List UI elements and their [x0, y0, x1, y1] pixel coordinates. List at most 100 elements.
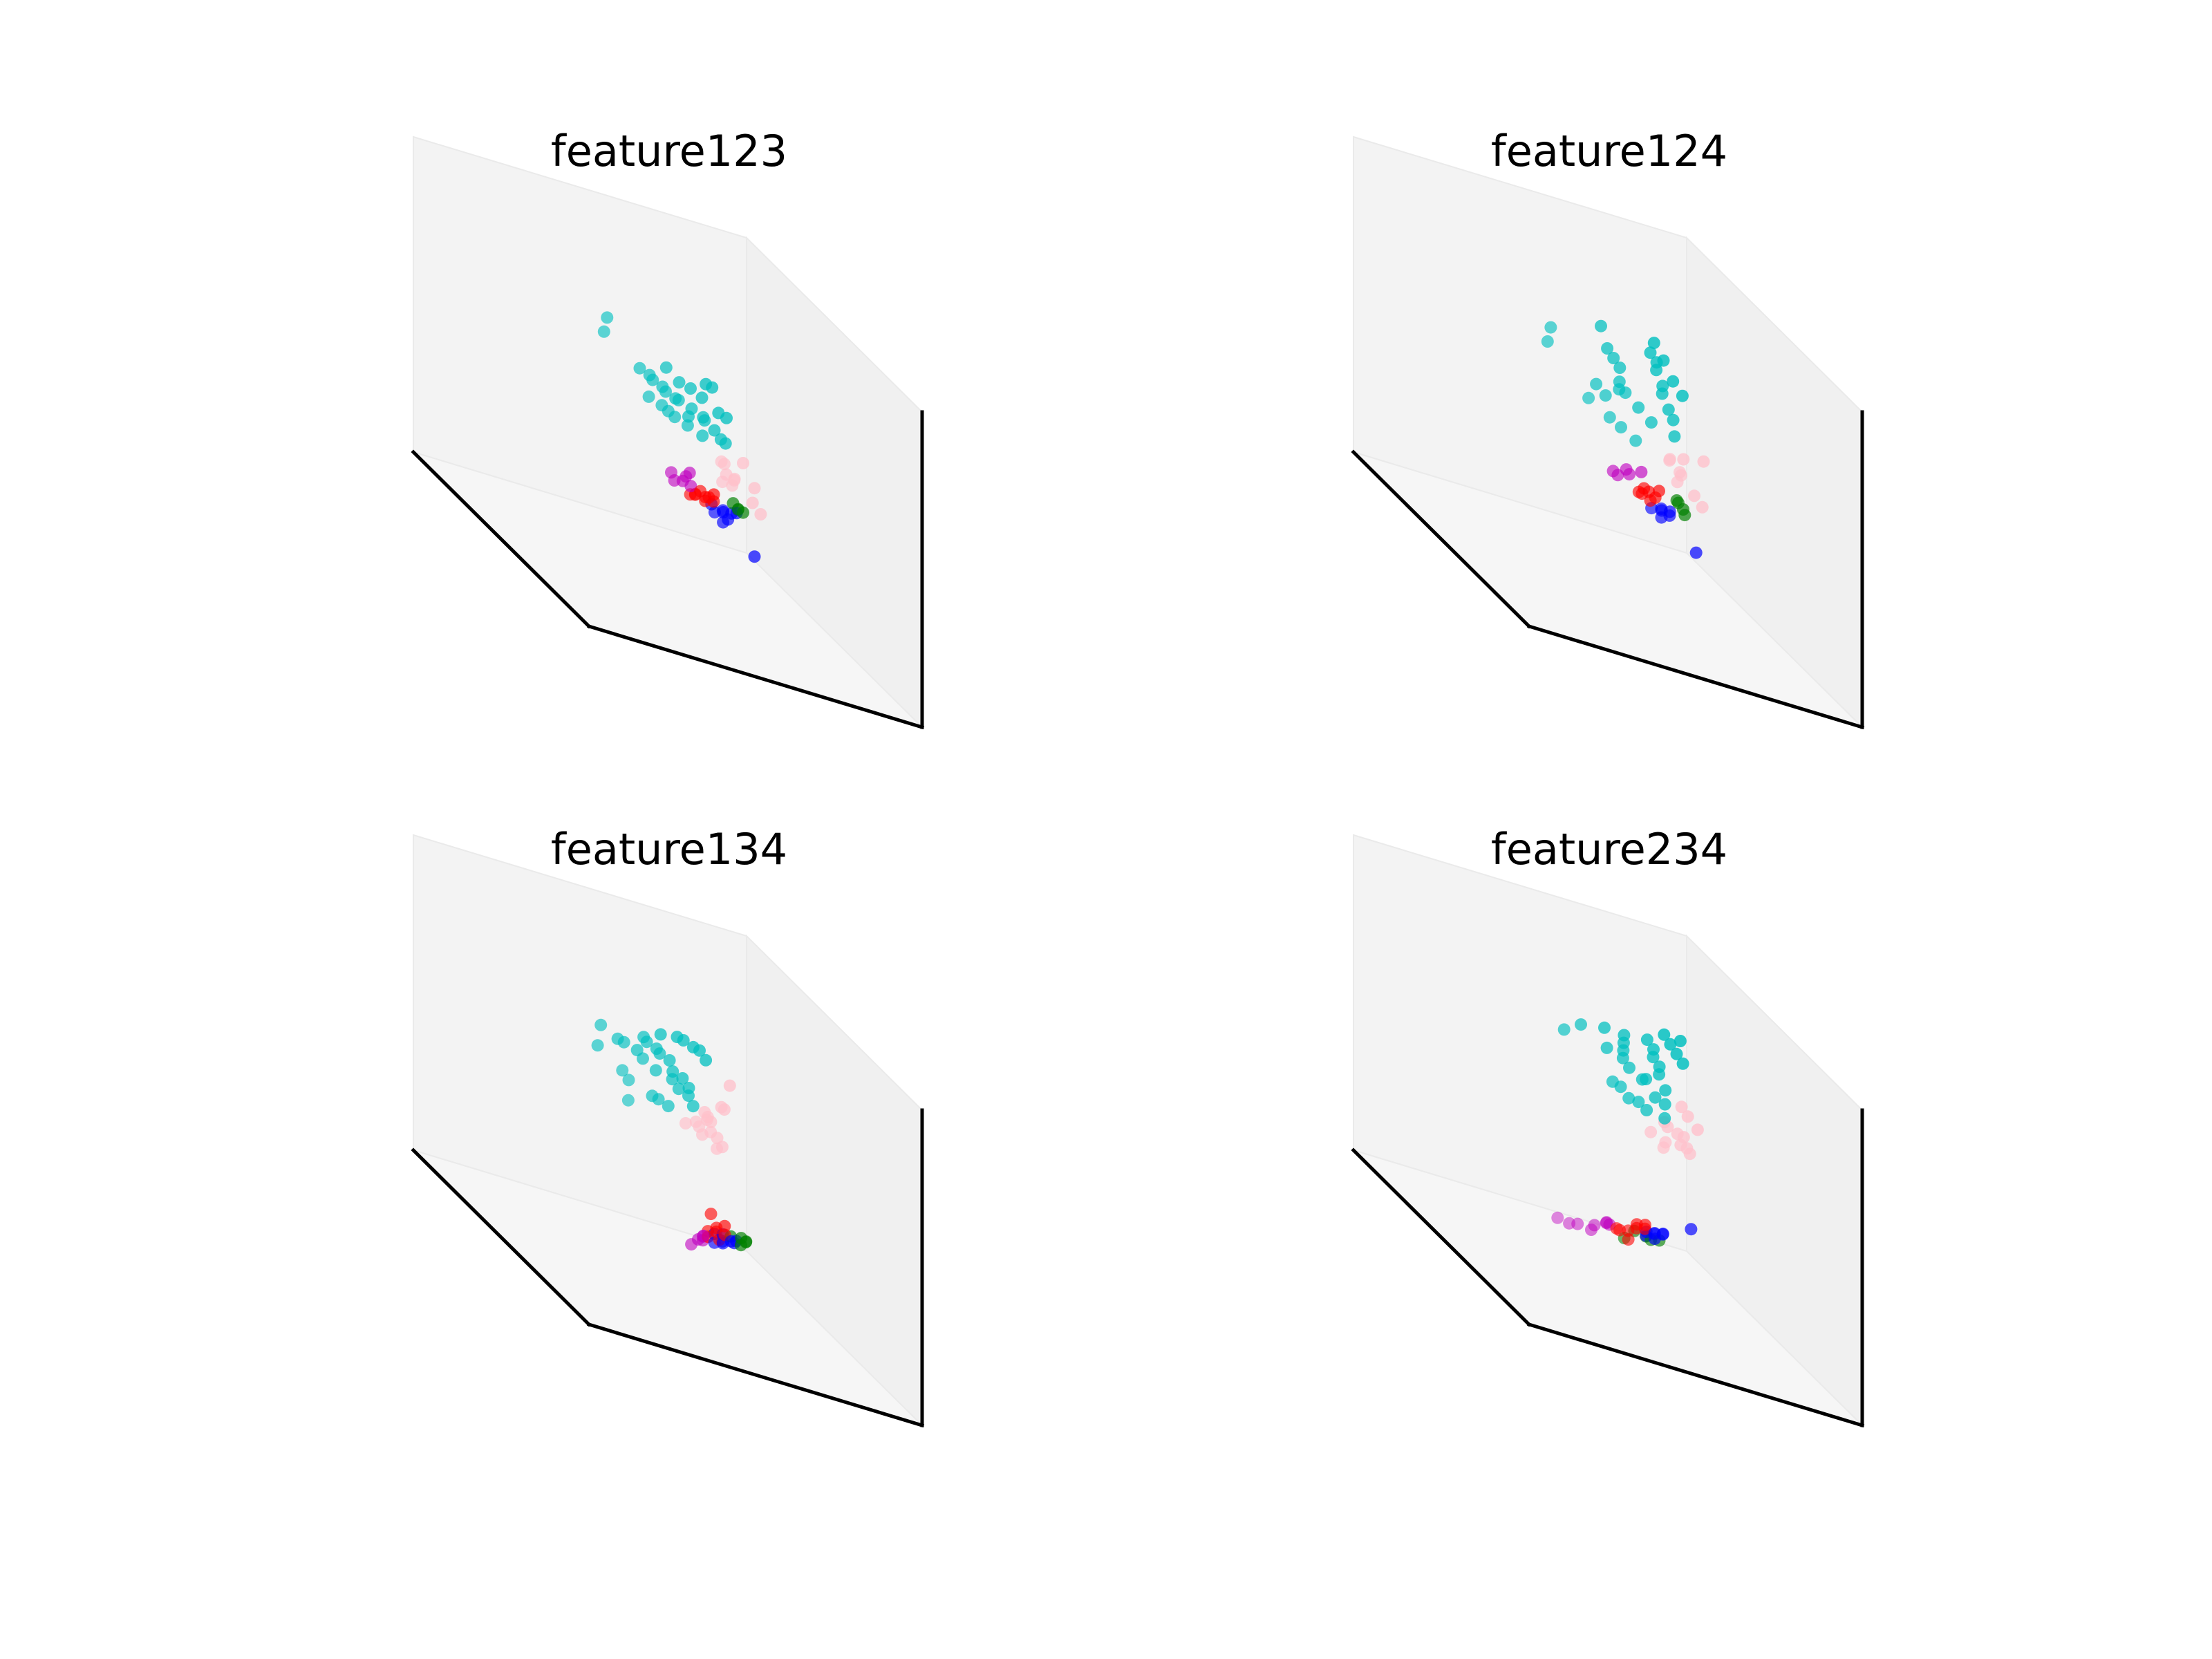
y-axis-line	[1526, 1322, 1865, 1428]
data-point	[1680, 1142, 1694, 1155]
data-point	[630, 1044, 644, 1057]
data-point	[685, 402, 698, 415]
data-point	[748, 550, 761, 563]
data-point	[1681, 1110, 1694, 1123]
data-point	[672, 1082, 685, 1096]
data-point	[633, 362, 646, 375]
data-point	[1551, 1211, 1564, 1224]
panel-title: feature124	[1491, 126, 1727, 176]
data-point	[1676, 1057, 1689, 1070]
data-point	[686, 1100, 700, 1113]
data-point	[1656, 379, 1669, 393]
data-point	[637, 1031, 650, 1044]
data-point	[737, 506, 749, 519]
data-point	[700, 1053, 713, 1067]
subplot-feature124-axes: feature124	[1351, 126, 1865, 730]
data-point	[1644, 416, 1658, 429]
data-point	[708, 424, 721, 437]
data-point	[1571, 1217, 1584, 1230]
data-point	[1614, 1080, 1627, 1094]
data-point	[1658, 1028, 1671, 1041]
axes-3d	[1351, 834, 1865, 1428]
data-point	[1557, 1023, 1571, 1036]
subplot-feature134-axes: feature134	[411, 824, 925, 1428]
data-point	[1607, 352, 1620, 364]
data-point	[673, 376, 686, 389]
data-point	[1659, 1084, 1672, 1097]
data-point	[1677, 453, 1690, 466]
data-point	[1618, 1029, 1631, 1042]
data-point	[1697, 455, 1710, 468]
data-point	[594, 1018, 608, 1031]
data-point	[1647, 1043, 1660, 1056]
data-point	[728, 472, 741, 485]
data-point	[740, 1235, 753, 1248]
data-point	[746, 496, 759, 509]
data-point	[1599, 389, 1612, 402]
data-point	[1598, 1021, 1611, 1034]
data-point	[1613, 375, 1626, 388]
panel-title: feature234	[1491, 824, 1727, 874]
data-point	[681, 419, 694, 432]
data-point	[1585, 1224, 1597, 1236]
data-point	[697, 411, 710, 424]
subplot-feature123-axes: feature123	[411, 126, 925, 730]
data-point	[684, 480, 697, 493]
data-point	[1657, 354, 1670, 367]
data-point	[654, 1028, 667, 1041]
data-point	[656, 380, 669, 393]
data-point	[1647, 337, 1660, 350]
x-axis-line	[411, 1147, 592, 1327]
data-point	[622, 1074, 635, 1087]
data-point	[689, 1115, 702, 1128]
data-point	[1658, 1098, 1671, 1111]
subplot-feature234-axes: feature234	[1351, 824, 1865, 1428]
data-point	[1677, 503, 1689, 516]
data-point	[695, 391, 709, 404]
data-point	[1667, 375, 1680, 388]
data-point	[1685, 1223, 1698, 1236]
scatter-points	[591, 1018, 753, 1252]
data-point	[1691, 1123, 1704, 1136]
x-axis-line	[411, 449, 592, 629]
axes-3d	[411, 135, 925, 730]
data-point	[666, 1065, 679, 1078]
data-point	[718, 1219, 731, 1232]
subplot-feature234: feature234	[940, 698, 2046, 1528]
x-axis-line	[1351, 1147, 1532, 1327]
data-point	[1644, 1125, 1658, 1138]
data-point	[1662, 403, 1675, 416]
data-point	[1664, 1038, 1677, 1051]
data-point	[1575, 1018, 1587, 1031]
data-point	[697, 1229, 710, 1242]
data-point	[1601, 342, 1614, 355]
panel-title: feature134	[551, 824, 787, 874]
data-point	[1644, 346, 1657, 359]
data-point	[659, 361, 673, 374]
subplot-feature134: feature134	[0, 698, 1106, 1528]
x-axis-line	[1351, 449, 1532, 629]
data-point	[1653, 485, 1665, 498]
data-point	[616, 1064, 629, 1077]
y-axis-line	[586, 624, 925, 730]
data-point	[719, 437, 732, 450]
data-point	[1600, 1216, 1613, 1229]
scatter-points	[597, 311, 767, 563]
data-point	[1632, 401, 1645, 414]
data-point	[669, 392, 682, 405]
data-point	[720, 411, 733, 424]
y-axis-line	[1526, 624, 1865, 730]
data-point	[1670, 494, 1683, 507]
data-point	[700, 377, 713, 391]
data-point	[1638, 1219, 1651, 1232]
data-point	[1688, 489, 1700, 503]
data-point	[1620, 463, 1633, 476]
data-point	[683, 467, 696, 480]
data-point	[1622, 1091, 1635, 1105]
data-point	[748, 482, 761, 495]
data-point	[1653, 1060, 1666, 1074]
data-point	[715, 1100, 728, 1114]
data-point	[597, 325, 610, 338]
data-point	[671, 1031, 684, 1044]
